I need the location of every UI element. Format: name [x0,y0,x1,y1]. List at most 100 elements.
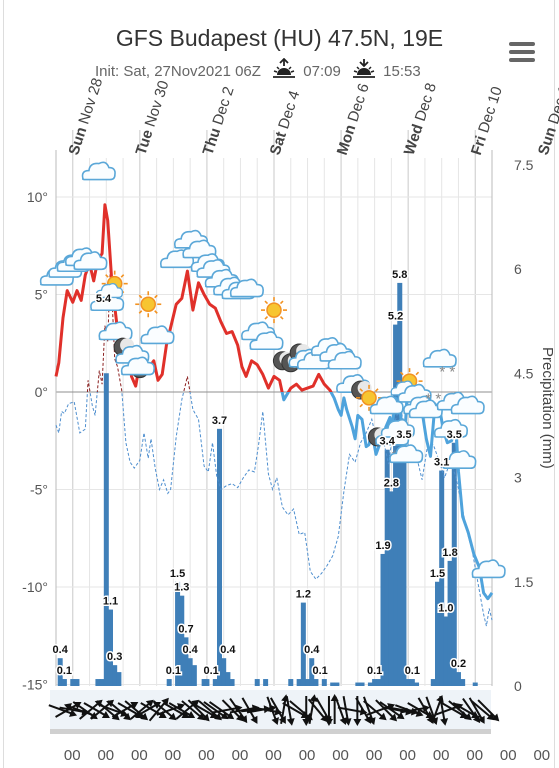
precip-value-label: 0.1 [405,665,420,677]
temp-tick-label: 5° [35,287,48,303]
chart-frame [3,0,555,768]
precip-bar [116,672,122,686]
sunrise-icon [271,57,297,84]
precip-value-label: 1.2 [296,589,311,601]
precip-value-label: 0.4 [304,644,320,656]
precip-bar [321,679,327,686]
chart-subtitle: Init: Sat, 27Nov2021 06Z 07:09 15:53 [95,57,421,84]
precip-value-label: 0.1 [57,665,72,677]
wind-arrow [477,699,500,722]
precip-bar [447,560,453,686]
wind-arrow [285,696,295,726]
hour-tick-label: 00 [533,747,550,764]
precip-bar [57,658,63,686]
hour-tick-label: 00 [198,747,215,764]
precip-bar [175,581,181,686]
temp-tick-label: -5° [30,482,48,498]
precip-bar [472,682,478,686]
precip-value-label: 1.5 [430,568,445,580]
precip-tick-label: 1.5 [514,574,534,590]
precip-bar [393,324,399,686]
precip-value-label: 1.3 [174,582,189,594]
precip-value-label: 5.8 [392,269,407,281]
precip-bar [388,491,394,686]
wind-arrow [362,696,376,726]
precip-bar [212,679,218,686]
wind-arrow [168,702,196,718]
sunset-time: 15:53 [383,62,421,80]
hour-tick-label: 00 [232,747,249,764]
precip-value-label: 3.5 [396,429,411,441]
hour-tick-label: 00 [332,747,349,764]
precip-bar [355,682,361,686]
precip-bar [74,679,80,686]
wind-arrow [107,700,132,721]
temp-tick-label: -15° [22,677,48,693]
precip-bar [313,679,319,686]
wind-arrow [241,697,258,724]
day-label: Mon Dec 6 [334,81,373,157]
cloud-icon [81,161,116,181]
precip-value-label: 3.5 [447,429,462,441]
wind-arrow [302,696,311,726]
precip-bar [254,679,260,686]
wind-arrow [130,699,154,720]
precip-value-label: 0.7 [178,623,193,635]
precip-bar [179,595,185,686]
wind-arrow [229,697,248,724]
precip-bar [430,679,436,686]
precip-bar [103,373,109,686]
precip-value-label: 3.7 [212,415,227,427]
precip-bar [330,682,336,686]
precip-bar [439,470,445,686]
precip-bar [225,672,231,686]
precip-tick-label: 0 [514,678,522,694]
precip-bar [401,442,407,686]
wind-arrow [208,701,235,720]
precip-bar [95,679,101,686]
hour-tick-label: 00 [265,747,282,764]
precip-bar [288,679,294,686]
sunrise-time: 07:09 [303,62,341,80]
precip-bar [191,665,197,686]
precip-value-label: 0.1 [312,665,327,677]
precip-bar [443,616,449,686]
menu-icon[interactable] [509,42,535,64]
precip-bar [380,553,386,686]
wind-arrow [203,701,229,720]
wind-arrow [187,699,210,722]
wind-arrow [266,696,279,726]
precip-value-label: 2.8 [384,477,399,489]
day-label: Wed Dec 8 [401,81,440,157]
wind-arrow [462,697,481,724]
precip-bar [405,679,411,686]
precip-bar [451,442,457,686]
wind-arrow [355,697,372,724]
precip-bar [112,665,118,686]
precip-bar [201,679,207,686]
wind-arrow [308,694,318,724]
precip-bar [204,679,210,686]
wind-arrow [134,702,162,718]
wind-arrow [324,696,333,726]
wind-arrow [448,700,472,721]
hour-tick-label: 00 [131,747,148,764]
precip-bar [397,282,403,686]
wind-arrow [96,700,120,721]
wind-arrow [394,704,424,717]
precip-value-label: 0.4 [53,644,69,656]
sunset-icon [351,58,377,84]
precip-bar [263,679,269,686]
precip-bar [435,581,440,686]
wind-arrow [83,702,110,718]
precip-bar [460,679,466,686]
hour-tick-label: 00 [466,747,483,764]
precip-value-label: 5.2 [388,311,403,323]
precip-bar [187,658,193,686]
precip-bar [217,428,222,686]
precip-bar [359,682,365,686]
precip-value-label: 0.3 [107,651,122,663]
precip-bar [70,679,76,686]
precip-bar [305,679,311,686]
